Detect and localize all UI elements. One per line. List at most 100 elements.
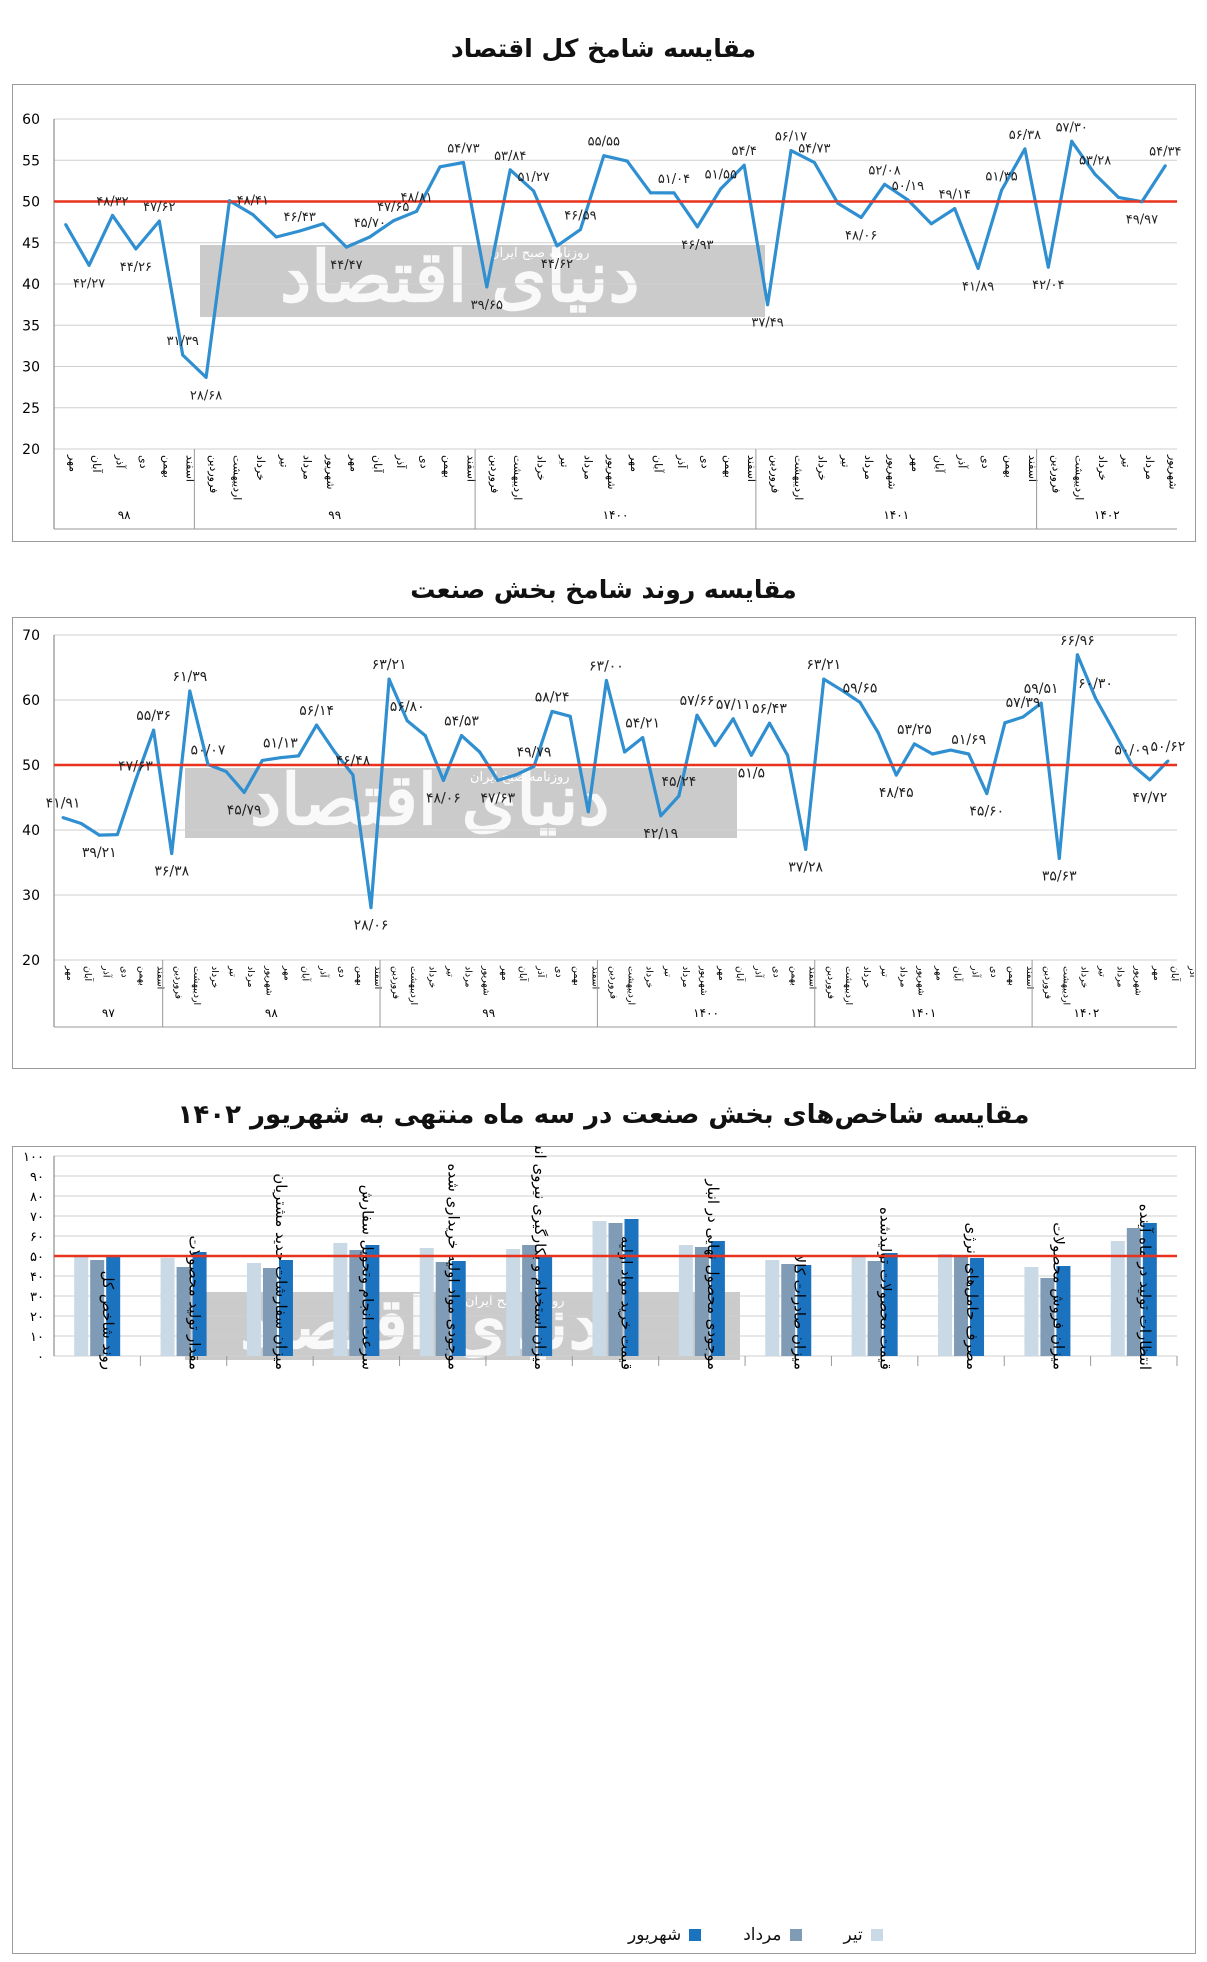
data-point <box>894 773 898 777</box>
data-point <box>1112 729 1116 733</box>
data-label: ۵۴/۲۱ <box>625 716 660 732</box>
x-tick-label: آذر <box>535 965 548 978</box>
data-point <box>672 191 676 195</box>
x-tick-label: مرداد <box>581 455 594 480</box>
y-tick-label: 55 <box>22 153 40 169</box>
data-point <box>1093 696 1097 700</box>
data-label: ۴۵/۷۹ <box>227 802 262 818</box>
category-label: روند شاخص کل <box>99 1271 117 1370</box>
data-point <box>297 754 301 758</box>
data-point <box>550 709 554 713</box>
data-point <box>767 721 771 725</box>
x-tick-label: تیر <box>662 965 673 977</box>
y-tick-label: 45 <box>22 236 40 252</box>
data-point <box>438 165 442 169</box>
x-tick-label: آذر <box>100 965 113 978</box>
x-tick-label: آبان <box>300 966 313 982</box>
x-tick-label: اسفند <box>155 966 166 989</box>
data-point <box>242 790 246 794</box>
year-label: ۱۴۰۱ <box>883 508 909 522</box>
x-tick-label: اردیبهشت <box>626 966 637 1005</box>
y-tick-label: ۵۰ <box>30 1250 44 1265</box>
data-point <box>985 792 989 796</box>
data-label: ۵۷/۳۹ <box>1006 695 1041 711</box>
data-point <box>804 847 808 851</box>
data-point <box>742 163 746 167</box>
bar-tir <box>74 1257 89 1356</box>
bar-mordad <box>262 1268 277 1356</box>
x-tick-label: اسفند <box>745 455 758 482</box>
data-point <box>858 700 862 704</box>
x-tick-label: آذر <box>394 454 408 469</box>
data-point <box>157 219 161 223</box>
data-label: ۴۶/۵۹ <box>564 209 596 224</box>
data-label: ۵۰/۰۷ <box>191 743 226 759</box>
bar-tir <box>246 1263 261 1356</box>
data-label: ۵۶/۱۷ <box>775 130 807 145</box>
y-tick-label: 70 <box>22 628 40 644</box>
series-line <box>64 139 1167 379</box>
bar-tir <box>506 1249 521 1356</box>
data-point <box>274 235 278 239</box>
bar-mordad <box>867 1261 882 1356</box>
data-point <box>602 154 606 158</box>
bar-tir <box>1110 1241 1125 1356</box>
bar-shahrivar <box>797 1265 812 1356</box>
bar-mordad <box>522 1245 537 1356</box>
bar-mordad <box>954 1257 969 1356</box>
y-tick-label: ۸۰ <box>30 1190 44 1205</box>
x-tick-label: دی <box>137 455 150 469</box>
data-label: ۴۲/۱۹ <box>643 826 678 842</box>
data-point <box>789 149 793 153</box>
data-point <box>568 714 572 718</box>
bar-tir <box>419 1248 434 1356</box>
data-label: ۴۷/۶۳ <box>118 758 153 774</box>
watermark-badge: روزنامه صبح ایران <box>490 246 590 261</box>
data-label: ۳۹/۶۵ <box>471 298 503 313</box>
data-label: ۵۴/۳۴ <box>1149 145 1181 160</box>
watermark-brand: دنیای اقتصاد <box>280 235 640 318</box>
data-point <box>695 225 699 229</box>
data-point <box>1166 759 1170 763</box>
x-tick-label: اردیبهشت <box>843 966 854 1005</box>
data-point <box>1075 653 1079 657</box>
x-tick-label: مرداد <box>1143 455 1156 480</box>
x-tick-label: خرداد <box>535 455 548 481</box>
data-label: ۵۳/۲۵ <box>897 722 932 738</box>
data-label: ۵۹/۶۵ <box>843 680 878 696</box>
data-point <box>387 677 391 681</box>
data-label: ۴۶/۹۳ <box>681 238 713 253</box>
data-point <box>1023 147 1027 151</box>
data-point <box>391 219 395 223</box>
data-point <box>641 736 645 740</box>
data-label: ۳۷/۴۹ <box>751 316 783 331</box>
y-tick-label: 25 <box>22 401 40 417</box>
data-point <box>749 753 753 757</box>
x-tick-label: اردیبهشت <box>792 455 805 500</box>
x-tick-label: اسفند <box>464 455 477 482</box>
legend-swatch-shahrivar <box>689 1929 702 1941</box>
year-label: ۱۴۰۲ <box>1094 508 1120 522</box>
y-tick-label: ۰ <box>37 1350 44 1365</box>
x-tick-label: دی <box>553 966 564 978</box>
data-label: ۵۰/۰۹ <box>1114 742 1149 758</box>
bar-mordad <box>176 1267 191 1356</box>
data-label: ۴۸/۳۲ <box>96 194 128 209</box>
data-point <box>876 731 880 734</box>
data-label: ۵۰/۱۹ <box>892 179 924 194</box>
data-label: ۴۴/۴۷ <box>330 258 362 273</box>
data-label: ۴۹/۱۴ <box>939 188 971 203</box>
legend-swatch-mordad <box>789 1929 802 1941</box>
chart3-legend: تیر مرداد شهریور <box>628 1925 883 1945</box>
bar-mordad <box>1040 1278 1055 1356</box>
data-label: ۴۷/۶۵ <box>377 200 409 215</box>
data-point <box>333 750 337 754</box>
category-label: قیمت خرید مواد اولیه <box>618 1236 636 1370</box>
x-tick-label: مهر <box>933 965 944 981</box>
bar-tir <box>938 1254 953 1356</box>
data-point <box>79 822 83 825</box>
legend-label-mordad: مرداد <box>743 1925 782 1945</box>
data-point <box>1021 715 1025 719</box>
x-tick-label: دی <box>118 966 129 978</box>
data-point <box>251 213 255 217</box>
